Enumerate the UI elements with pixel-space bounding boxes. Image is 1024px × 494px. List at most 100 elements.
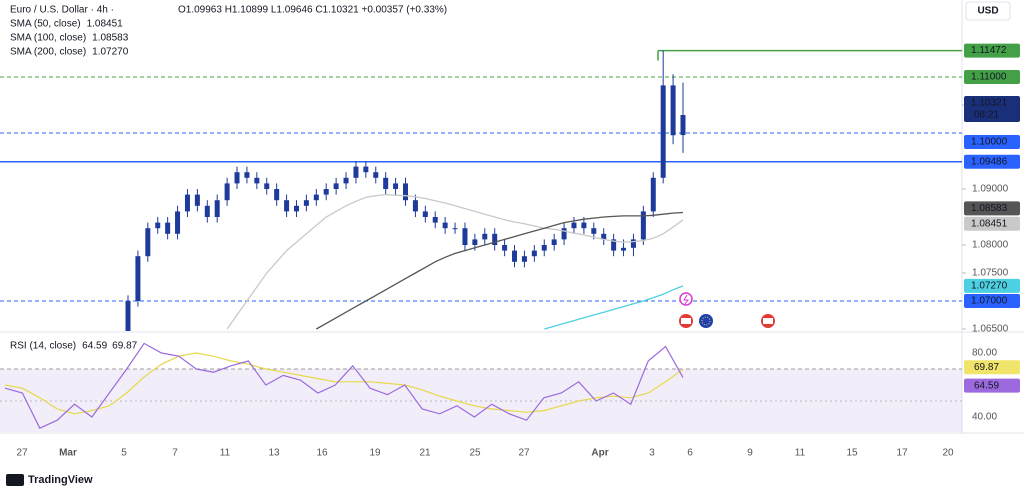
x-tick-label: 6 <box>687 448 693 459</box>
sma-line <box>315 211 684 330</box>
rsi-label: 64.59 <box>974 380 999 391</box>
candle-body <box>214 200 220 217</box>
candle-body <box>621 247 627 251</box>
x-tick-label: Mar <box>59 448 77 459</box>
candle-body <box>521 256 527 262</box>
x-tick-label: 15 <box>846 448 858 459</box>
eu-stars <box>701 316 711 326</box>
flag-stripe <box>681 318 691 324</box>
price-label: 1.11472 <box>971 45 1007 56</box>
candle-body <box>412 200 418 212</box>
x-tick-label: 17 <box>896 448 908 459</box>
rsi-label-box <box>964 378 1020 393</box>
x-tick-label: 11 <box>220 448 231 459</box>
candle-body <box>244 172 250 178</box>
candle-body <box>284 200 290 212</box>
candle-body <box>650 177 656 212</box>
price-label: 1.08583 <box>971 203 1008 214</box>
candle-body <box>373 172 379 178</box>
price-label-box <box>964 135 1020 149</box>
candle-body <box>293 205 299 212</box>
symbol: Euro / U.S. Dollar · 4h · <box>10 5 114 16</box>
price-label-box <box>964 43 1020 58</box>
price-label: 1.08451 <box>971 218 1008 229</box>
x-tick-label: 16 <box>316 448 328 459</box>
price-label-box <box>964 154 1020 169</box>
candle-body <box>204 205 210 217</box>
candle-body <box>224 183 230 201</box>
price-label-box <box>964 278 1020 293</box>
candle-body <box>472 239 478 245</box>
x-tick-label: Apr <box>591 448 608 459</box>
candle-body <box>442 222 448 229</box>
candle-body <box>502 245 508 251</box>
price-label-box <box>964 216 1020 231</box>
candle-body <box>630 239 636 248</box>
legend-name: RSI (14, close) <box>10 341 76 352</box>
eu-flag-icon[interactable] <box>699 314 713 328</box>
price-label: 1.07000 <box>971 296 1008 307</box>
sma-line <box>544 285 684 330</box>
candle-body <box>551 239 557 245</box>
candle-body <box>184 194 190 212</box>
y-tick-label: 40.00 <box>972 412 997 423</box>
rsi-label: 69.87 <box>974 362 999 373</box>
rsi-pane <box>0 342 962 432</box>
x-tick-label: 20 <box>942 448 954 459</box>
legend-value: 69.87 <box>112 341 137 352</box>
candle-body <box>393 183 399 189</box>
event-icon[interactable] <box>679 292 693 306</box>
currency-button[interactable] <box>965 1 1011 21</box>
y-tick-label: 1.06500 <box>972 324 1009 335</box>
legend-name: SMA (100, close) <box>10 33 86 44</box>
brand-logo <box>6 474 24 486</box>
candle-body <box>383 177 389 189</box>
candle-body <box>313 194 319 201</box>
y-tick-label: 1.07500 <box>972 268 1009 279</box>
countdown: 08:21 <box>974 110 999 121</box>
candle-body <box>482 233 488 240</box>
legend-value: 1.08451 <box>87 19 124 30</box>
x-tick-label: 21 <box>419 448 431 459</box>
x-tick-label: 27 <box>518 448 530 459</box>
overlay: Euro / U.S. Dollar · 4h · O1.09963 H1.10… <box>6 1 1020 486</box>
brand: TradingView <box>28 474 93 486</box>
x-tick-label: 27 <box>16 448 28 459</box>
candle-body <box>432 217 438 223</box>
legend-value: 1.08583 <box>92 33 129 44</box>
candle-body <box>274 189 280 201</box>
price-label-box <box>964 70 1020 84</box>
candle-body <box>135 256 141 301</box>
x-tick-label: 19 <box>369 448 381 459</box>
candle-body <box>541 245 547 251</box>
candle-body <box>680 115 686 136</box>
y-tick-label: 1.09000 <box>972 184 1009 195</box>
ohlc: O1.09963 H1.10899 L1.09646 C1.10321 +0.0… <box>178 5 447 16</box>
rsi-label-box <box>964 360 1020 375</box>
candle-body <box>403 183 408 201</box>
candle-body <box>333 183 339 189</box>
price-label: 1.10000 <box>971 137 1008 148</box>
price-label-box <box>964 96 1020 123</box>
candle-body <box>175 211 181 234</box>
price-label-box <box>964 201 1020 216</box>
flag-stripe <box>763 318 773 324</box>
candle-body <box>363 166 369 173</box>
currency[interactable]: USD <box>977 6 998 17</box>
candle-body <box>462 228 468 245</box>
candle-body <box>492 233 498 245</box>
x-tick-label: 3 <box>649 448 655 459</box>
candle-body <box>531 250 537 257</box>
x-tick-label: 25 <box>469 448 481 459</box>
candle-body <box>353 166 359 178</box>
candle-body <box>581 222 587 229</box>
rsi-line <box>4 342 684 429</box>
x-tick-label: 7 <box>172 448 178 459</box>
candle-body <box>452 228 458 230</box>
candle-body <box>561 228 567 240</box>
x-tick-label: 13 <box>268 448 280 459</box>
candle-body <box>591 228 597 234</box>
x-tick-label: 5 <box>121 448 127 459</box>
candle-body <box>512 250 518 262</box>
legend-value: 64.59 <box>82 341 107 352</box>
